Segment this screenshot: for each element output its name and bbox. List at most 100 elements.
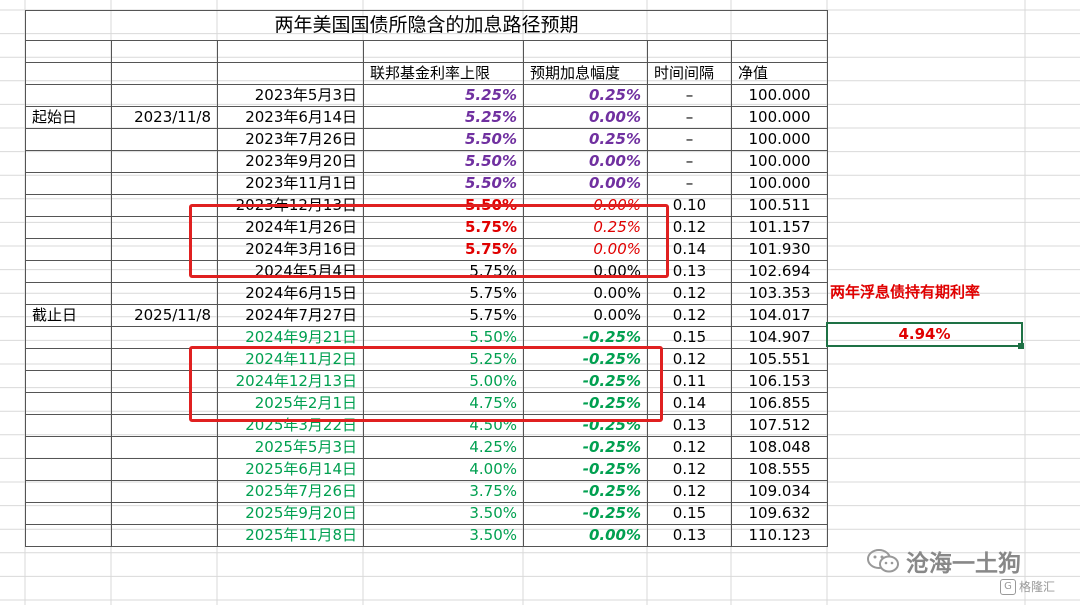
fed-rate-cell[interactable]: 3.50% [363, 501, 524, 525]
row-date-label-cell[interactable] [111, 479, 218, 503]
row-label-cell[interactable] [25, 501, 112, 525]
blank-cell[interactable] [217, 40, 364, 63]
meeting-date-cell[interactable]: 2024年7月27日 [217, 303, 364, 327]
meeting-date-cell[interactable]: 2023年5月3日 [217, 83, 364, 107]
row-label-cell[interactable] [25, 523, 112, 547]
nav-cell[interactable]: 101.157 [731, 215, 828, 239]
row-label-cell[interactable] [25, 479, 112, 503]
nav-cell[interactable]: 100.000 [731, 149, 828, 173]
interval-cell[interactable]: – [647, 105, 732, 129]
fed-rate-cell[interactable]: 4.00% [363, 457, 524, 481]
expected-hike-cell[interactable]: 0.00% [523, 523, 648, 547]
row-date-label-cell[interactable] [111, 501, 218, 525]
nav-cell[interactable]: 100.511 [731, 193, 828, 217]
nav-cell[interactable]: 102.694 [731, 259, 828, 283]
fed-rate-cell[interactable]: 4.25% [363, 435, 524, 459]
expected-hike-cell[interactable]: 0.00% [523, 149, 648, 173]
nav-cell[interactable]: 104.907 [731, 325, 828, 349]
cell-fill-handle[interactable] [1018, 343, 1024, 349]
row-label-cell[interactable] [25, 457, 112, 481]
row-label-cell[interactable] [25, 149, 112, 173]
fed-rate-cell[interactable]: 5.50% [363, 127, 524, 151]
nav-cell[interactable]: 109.632 [731, 501, 828, 525]
meeting-date-cell[interactable]: 2025年7月26日 [217, 479, 364, 503]
blank-cell[interactable] [25, 61, 112, 85]
blank-cell[interactable] [731, 40, 828, 63]
nav-cell[interactable]: 100.000 [731, 83, 828, 107]
interval-cell[interactable]: 0.12 [647, 303, 732, 327]
nav-cell[interactable]: 100.000 [731, 127, 828, 151]
nav-cell[interactable]: 104.017 [731, 303, 828, 327]
interval-cell[interactable]: 0.12 [647, 479, 732, 503]
blank-cell[interactable] [523, 40, 648, 63]
row-label-cell[interactable] [25, 237, 112, 261]
row-label-cell[interactable] [25, 215, 112, 239]
meeting-date-cell[interactable]: 2025年6月14日 [217, 457, 364, 481]
row-date-label-cell[interactable]: 2023/11/8 [111, 105, 218, 129]
interval-cell[interactable]: 0.15 [647, 501, 732, 525]
fed-rate-cell[interactable]: 5.75% [363, 237, 524, 261]
meeting-date-cell[interactable]: 2023年9月20日 [217, 149, 364, 173]
fed-rate-cell[interactable]: 5.00% [363, 369, 524, 393]
row-date-label-cell[interactable] [111, 457, 218, 481]
fed-rate-cell[interactable]: 5.75% [363, 303, 524, 327]
row-date-label-cell[interactable] [111, 523, 218, 547]
interval-cell[interactable]: 0.12 [647, 435, 732, 459]
expected-hike-cell[interactable]: 0.00% [523, 303, 648, 327]
row-date-label-cell[interactable] [111, 83, 218, 107]
nav-cell[interactable]: 108.555 [731, 457, 828, 481]
row-label-cell[interactable] [25, 391, 112, 415]
fed-rate-cell[interactable]: 5.50% [363, 171, 524, 195]
blank-cell[interactable] [647, 40, 732, 63]
fed-rate-cell[interactable]: 5.25% [363, 83, 524, 107]
interval-cell[interactable]: 0.12 [647, 281, 732, 305]
meeting-date-cell[interactable]: 2025年9月20日 [217, 501, 364, 525]
fed-rate-cell[interactable]: 5.75% [363, 281, 524, 305]
meeting-date-cell[interactable]: 2025年5月3日 [217, 435, 364, 459]
interval-cell[interactable]: 0.11 [647, 369, 732, 393]
expected-hike-cell[interactable]: 0.25% [523, 215, 648, 239]
row-label-cell[interactable] [25, 325, 112, 349]
row-label-cell[interactable] [25, 83, 112, 107]
nav-cell[interactable]: 100.000 [731, 171, 828, 195]
meeting-date-cell[interactable]: 2025年11月8日 [217, 523, 364, 547]
blank-cell[interactable] [25, 40, 112, 63]
nav-cell[interactable]: 106.855 [731, 391, 828, 415]
nav-cell[interactable]: 107.512 [731, 413, 828, 437]
table-title[interactable]: 两年美国国债所隐含的加息路径预期 [25, 10, 828, 41]
meeting-date-cell[interactable]: 2024年6月15日 [217, 281, 364, 305]
nav-cell[interactable]: 110.123 [731, 523, 828, 547]
row-label-cell[interactable] [25, 259, 112, 283]
expected-hike-cell[interactable]: 0.00% [523, 281, 648, 305]
expected-hike-cell[interactable]: -0.25% [523, 435, 648, 459]
blank-cell[interactable] [111, 61, 218, 85]
row-date-label-cell[interactable] [111, 281, 218, 305]
meeting-date-cell[interactable]: 2023年12月13日 [217, 193, 364, 217]
nav-cell[interactable]: 105.551 [731, 347, 828, 371]
holding-rate-value-cell[interactable]: 4.94% [826, 322, 1023, 347]
interval-cell[interactable]: – [647, 83, 732, 107]
meeting-date-cell[interactable]: 2023年7月26日 [217, 127, 364, 151]
expected-hike-cell[interactable]: -0.25% [523, 457, 648, 481]
expected-hike-cell[interactable]: 0.00% [523, 237, 648, 261]
row-label-cell[interactable] [25, 369, 112, 393]
header-hike[interactable]: 预期加息幅度 [523, 61, 648, 85]
fed-rate-cell[interactable]: 3.75% [363, 479, 524, 503]
header-interval[interactable]: 时间间隔 [647, 61, 732, 85]
row-label-cell[interactable]: 截止日 [25, 303, 112, 327]
blank-cell[interactable] [217, 61, 364, 85]
nav-cell[interactable]: 101.930 [731, 237, 828, 261]
header-nav[interactable]: 净值 [731, 61, 828, 85]
row-label-cell[interactable] [25, 171, 112, 195]
fed-rate-cell[interactable]: 5.50% [363, 149, 524, 173]
nav-cell[interactable]: 103.353 [731, 281, 828, 305]
expected-hike-cell[interactable]: 0.00% [523, 171, 648, 195]
meeting-date-cell[interactable]: 2023年11月1日 [217, 171, 364, 195]
row-date-label-cell[interactable]: 2025/11/8 [111, 303, 218, 327]
interval-cell[interactable]: – [647, 171, 732, 195]
expected-hike-cell[interactable]: 0.25% [523, 83, 648, 107]
interval-cell[interactable]: 0.13 [647, 523, 732, 547]
row-label-cell[interactable] [25, 193, 112, 217]
expected-hike-cell[interactable]: -0.25% [523, 479, 648, 503]
meeting-date-cell[interactable]: 2024年11月2日 [217, 347, 364, 371]
